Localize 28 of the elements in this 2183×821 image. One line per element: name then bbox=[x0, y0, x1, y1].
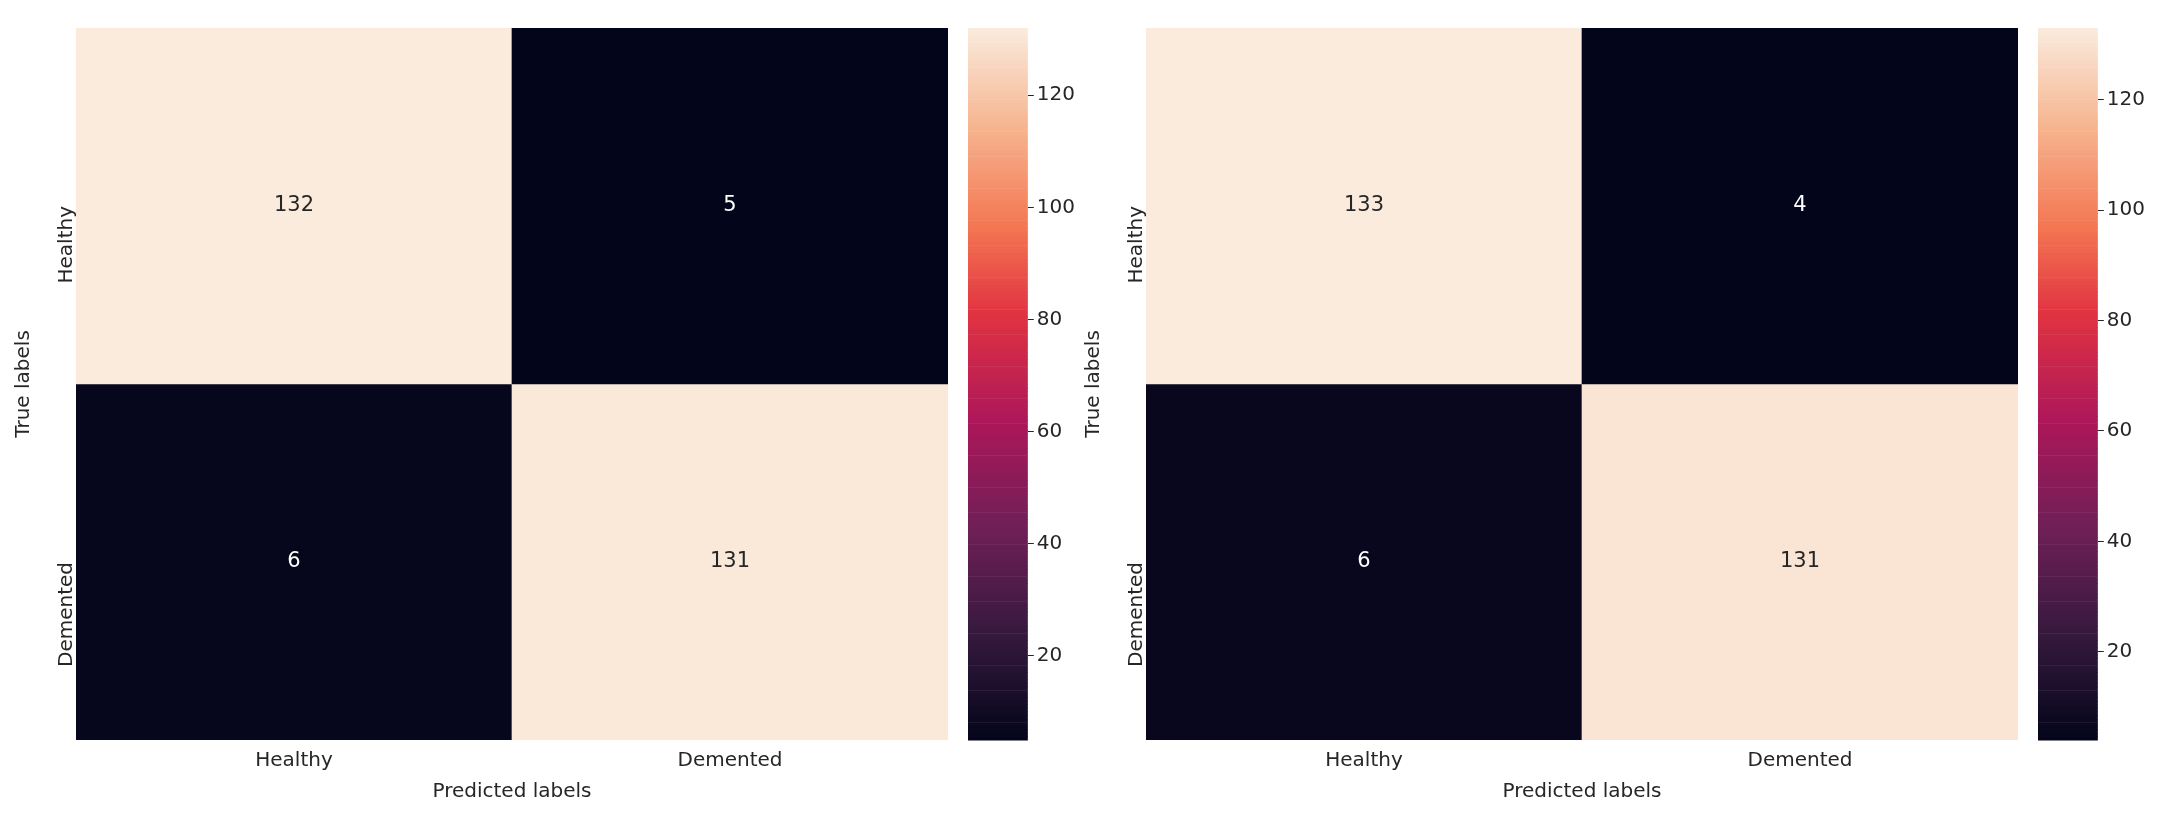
y-axis-title: True labels bbox=[1080, 330, 1105, 439]
color-bar-label: 120 bbox=[2106, 85, 2146, 110]
x-tick-label: Demented bbox=[1747, 747, 1853, 772]
data-label: 4 bbox=[1793, 192, 1807, 217]
color-bar-label: 80 bbox=[1036, 305, 1063, 330]
data-label: 132 bbox=[273, 192, 315, 217]
color-bar-label: 20 bbox=[1036, 642, 1063, 667]
data-label: 6 bbox=[1357, 548, 1371, 573]
x-tick-label: Healthy bbox=[255, 747, 333, 772]
x-tick-label: Demented bbox=[677, 747, 783, 772]
color-bar-label: 40 bbox=[1036, 529, 1063, 554]
data-label: 6 bbox=[287, 548, 301, 573]
color-bar-label: 100 bbox=[1036, 193, 1076, 218]
data-label: 133 bbox=[1343, 192, 1385, 217]
color-bar-label: 80 bbox=[2106, 306, 2133, 331]
color-bar-label: 40 bbox=[2106, 527, 2133, 552]
color-bar-label: 100 bbox=[2106, 196, 2146, 221]
color-bar-label: 20 bbox=[2106, 637, 2133, 662]
x-axis-title: Predicted labels bbox=[1502, 778, 1662, 803]
x-tick-label: Healthy bbox=[1325, 747, 1403, 772]
data-label: 131 bbox=[709, 548, 751, 573]
data-label: 5 bbox=[723, 192, 737, 217]
x-axis-title: Predicted labels bbox=[432, 778, 592, 803]
y-axis-title: True labels bbox=[10, 330, 35, 439]
data-label: 131 bbox=[1779, 548, 1821, 573]
color-bar-label: 120 bbox=[1036, 81, 1076, 106]
color-bar-label: 60 bbox=[1036, 417, 1063, 442]
color-bar-label: 60 bbox=[2106, 417, 2133, 442]
